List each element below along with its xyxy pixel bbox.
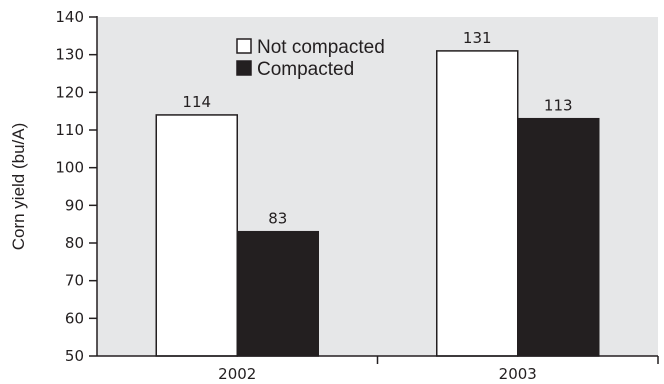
legend-swatch-not-compacted — [236, 38, 252, 54]
bar-not-compacted-2003 — [436, 50, 519, 357]
legend: Not compacted Compacted — [236, 37, 385, 80]
x-tick-label: 2003 — [499, 365, 537, 383]
bar-compacted-2002 — [236, 230, 319, 357]
y-axis-ticks: 50 60 70 80 90 100 110 120 130 140 — [55, 8, 97, 365]
y-tick-label: 120 — [55, 83, 84, 101]
y-tick-label: 130 — [55, 46, 84, 64]
data-label: 83 — [268, 210, 287, 228]
legend-swatch-compacted — [236, 60, 252, 76]
y-tick-label: 80 — [65, 234, 84, 252]
data-labels: 114 83 131 113 — [182, 29, 572, 228]
bars — [155, 50, 600, 357]
y-tick-label: 50 — [65, 347, 84, 365]
y-tick-label: 60 — [65, 309, 84, 327]
data-label: 114 — [182, 93, 211, 111]
data-label: 131 — [463, 29, 492, 47]
y-tick-label: 110 — [55, 121, 84, 139]
data-label: 113 — [544, 97, 573, 115]
y-tick-label: 90 — [65, 196, 84, 214]
bar-not-compacted-2002 — [155, 114, 238, 357]
y-tick-label: 70 — [65, 272, 84, 290]
y-tick-label: 100 — [55, 159, 84, 177]
legend-label-compacted: Compacted — [257, 59, 354, 80]
y-axis-title: Corn yield (bu/A) — [9, 123, 28, 251]
bar-compacted-2003 — [517, 117, 600, 357]
x-axis-ticks: 2002 2003 — [218, 356, 659, 383]
x-tick-label: 2002 — [218, 365, 256, 383]
legend-label-not-compacted: Not compacted — [257, 37, 385, 58]
y-tick-label: 140 — [55, 8, 84, 26]
